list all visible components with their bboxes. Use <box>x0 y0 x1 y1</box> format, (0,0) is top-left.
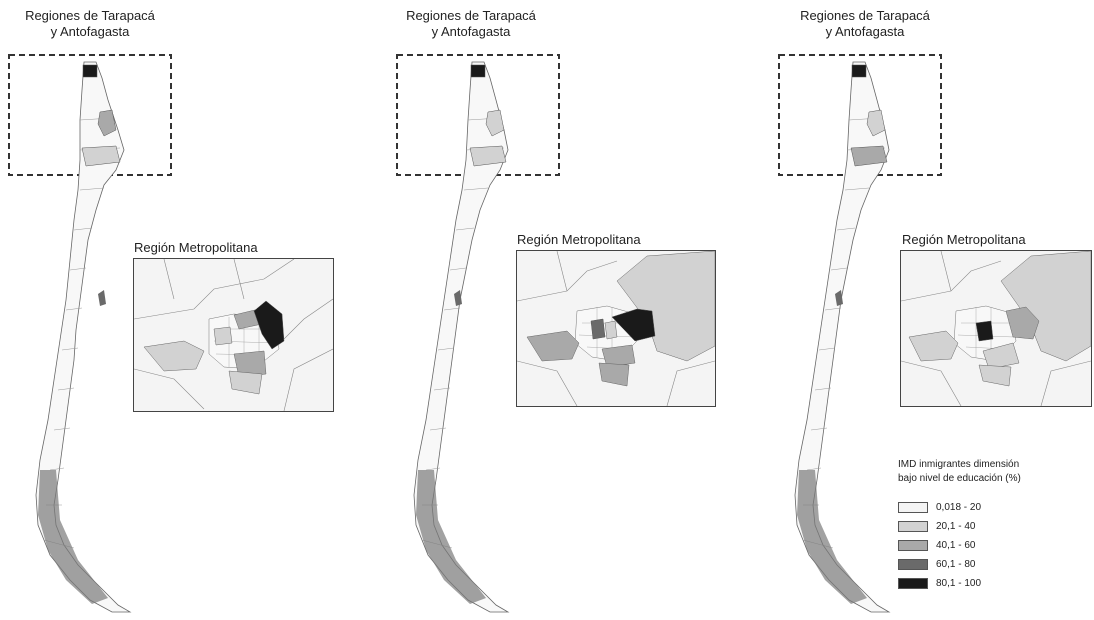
metro-inset-title: Región Metropolitana <box>517 232 641 247</box>
legend-item: 0,018 - 20 <box>898 498 1088 516</box>
legend-label: 20,1 - 40 <box>936 520 976 532</box>
legend-title-line1: IMD inmigrantes dimensión <box>898 459 1020 470</box>
legend-item: 80,1 - 100 <box>898 574 1088 592</box>
north-inset-title-line1: Regiones de Tarapacá <box>800 8 930 23</box>
metro-inset-title: Región Metropolitana <box>134 240 258 255</box>
commune-dark <box>82 64 98 78</box>
metro-inset <box>516 250 716 407</box>
north-inset-title-line1: Regiones de Tarapacá <box>406 8 536 23</box>
north-inset-title-line2: y Antofagasta <box>825 24 905 39</box>
legend-swatch <box>898 577 928 589</box>
legend-title-line2: bajo nivel de educación (%) <box>898 473 1021 484</box>
legend: IMD inmigrantes dimensión bajo nivel de … <box>898 458 1088 593</box>
country-map <box>8 54 172 613</box>
legend-title: IMD inmigrantes dimensión bajo nivel de … <box>898 458 1088 486</box>
map-panel-1: Regiones de Tarapacá y Antofagasta Regió… <box>0 0 370 620</box>
north-inset-title: Regiones de Tarapacá y Antofagasta <box>0 8 180 40</box>
north-inset-title: Regiones de Tarapacá y Antofagasta <box>775 8 955 40</box>
legend-label: 40,1 - 60 <box>936 539 976 551</box>
legend-swatch <box>898 520 928 532</box>
metro-inset <box>133 258 334 412</box>
legend-swatch <box>898 558 928 570</box>
north-inset-title-line2: y Antofagasta <box>431 24 511 39</box>
north-inset-title-line2: y Antofagasta <box>50 24 130 39</box>
legend-item: 60,1 - 80 <box>898 555 1088 573</box>
metro-inset <box>900 250 1092 407</box>
north-inset-title-line1: Regiones de Tarapacá <box>25 8 155 23</box>
country-map <box>778 54 942 613</box>
legend-label: 60,1 - 80 <box>936 558 976 570</box>
legend-item: 40,1 - 60 <box>898 536 1088 554</box>
legend-swatch <box>898 501 928 513</box>
north-inset-title: Regiones de Tarapacá y Antofagasta <box>381 8 561 40</box>
legend-label: 80,1 - 100 <box>936 577 982 589</box>
map-panel-3: Regiones de Tarapacá y Antofagasta Regió… <box>755 0 1094 620</box>
metro-inset-title: Región Metropolitana <box>902 232 1026 247</box>
legend-label: 0,018 - 20 <box>936 501 982 513</box>
legend-item: 20,1 - 40 <box>898 517 1088 535</box>
country-map <box>396 54 560 613</box>
map-panel-2: Regiones de Tarapacá y Antofagasta Regió… <box>370 0 755 620</box>
legend-swatch <box>898 539 928 551</box>
